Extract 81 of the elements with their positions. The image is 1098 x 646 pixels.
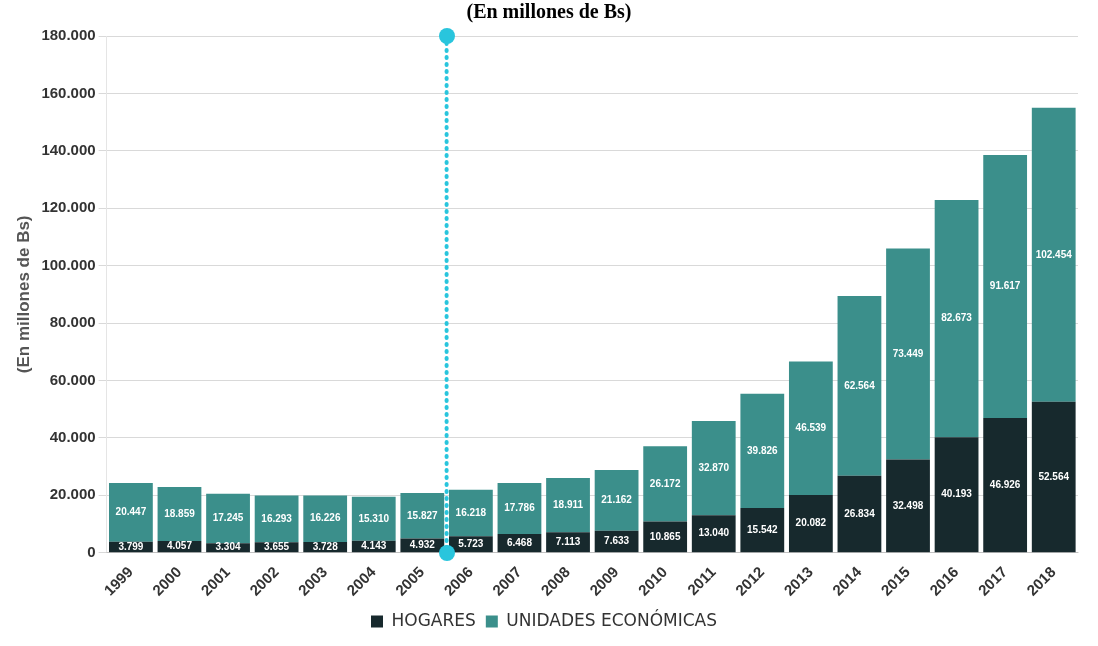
data-label: 20.447 (115, 506, 147, 518)
data-label: 62.564 (844, 379, 876, 391)
data-label: 73.449 (892, 347, 924, 359)
bar (594, 470, 639, 531)
bar (886, 459, 930, 553)
bar (1031, 401, 1076, 553)
data-label: 82.673 (941, 312, 973, 324)
data-label: 26.834 (844, 507, 876, 519)
data-label: 102.454 (1035, 248, 1073, 260)
bar (303, 495, 348, 542)
y-tick-label: 20.000 (49, 485, 96, 503)
data-label: 3.728 (312, 540, 339, 552)
y-tick-label: 100.000 (41, 255, 96, 273)
data-label: 26.172 (649, 477, 681, 489)
data-label: 15.310 (358, 512, 390, 524)
bar (109, 483, 153, 542)
chart-title: (En millones de Bs) (465, 0, 633, 23)
y-tick-label: 140.000 (41, 140, 96, 158)
bar (983, 417, 1028, 553)
data-label: 15.542 (747, 523, 779, 535)
bar (788, 495, 833, 553)
bar (691, 420, 736, 516)
y-axis-title: (En millones de Bs) (13, 215, 33, 374)
y-tick-label: 0 (87, 542, 96, 560)
data-label: 17.786 (504, 502, 536, 514)
data-label: 16.218 (455, 506, 487, 518)
bar (400, 493, 445, 539)
data-label: 3.799 (118, 540, 144, 552)
bar (740, 393, 785, 509)
data-label: 3.655 (264, 540, 290, 552)
legend-label: UNIDADES ECONÓMICAS (506, 608, 717, 630)
bar (448, 489, 493, 537)
data-label: 4.057 (166, 540, 193, 552)
data-label: 21.162 (601, 494, 633, 506)
bar (837, 475, 882, 553)
y-tick-label: 80.000 (49, 313, 96, 331)
data-label: 5.723 (458, 537, 484, 549)
bar (740, 508, 785, 553)
y-tick-label: 180.000 (41, 26, 96, 44)
y-tick-label: 160.000 (41, 83, 96, 101)
data-label: 13.040 (698, 527, 730, 539)
bar (206, 493, 250, 544)
data-label: 15.827 (407, 509, 439, 521)
bar (837, 296, 882, 476)
data-label: 39.826 (747, 444, 779, 456)
data-label: 10.865 (649, 530, 681, 542)
data-label: 20.082 (795, 517, 827, 529)
data-label: 4.932 (409, 539, 436, 551)
bar (934, 200, 979, 438)
data-label: 52.564 (1038, 470, 1070, 482)
data-label: 16.226 (309, 512, 341, 524)
bar (546, 477, 590, 533)
data-label: 40.193 (941, 488, 973, 500)
data-label: 17.245 (212, 512, 244, 524)
bar (788, 361, 833, 496)
data-label: 18.911 (553, 498, 584, 510)
data-label: 7.113 (555, 535, 581, 547)
bar (1031, 107, 1076, 402)
data-label: 4.143 (361, 540, 387, 552)
y-tick-label: 60.000 (49, 370, 96, 388)
bar (254, 495, 299, 543)
data-label: 32.498 (892, 499, 924, 511)
bar (983, 155, 1028, 418)
y-tick-label: 120.000 (41, 198, 96, 216)
data-label: 18.859 (164, 507, 196, 519)
bar (351, 496, 396, 541)
data-label: 16.293 (261, 512, 293, 524)
data-label: 46.926 (989, 478, 1021, 490)
bar (497, 483, 542, 535)
bar (157, 486, 202, 542)
y-tick-label: 40.000 (49, 428, 96, 445)
legend-label: HOGARES (391, 609, 476, 630)
data-label: 6.468 (506, 536, 533, 548)
data-label: 32.870 (698, 461, 730, 473)
data-label: 7.633 (604, 535, 630, 547)
bar (934, 437, 979, 553)
data-label: 91.617 (989, 280, 1021, 292)
bar (643, 446, 688, 522)
bar (886, 248, 930, 460)
data-label: 3.304 (215, 541, 241, 553)
data-label: 46.539 (795, 421, 827, 433)
